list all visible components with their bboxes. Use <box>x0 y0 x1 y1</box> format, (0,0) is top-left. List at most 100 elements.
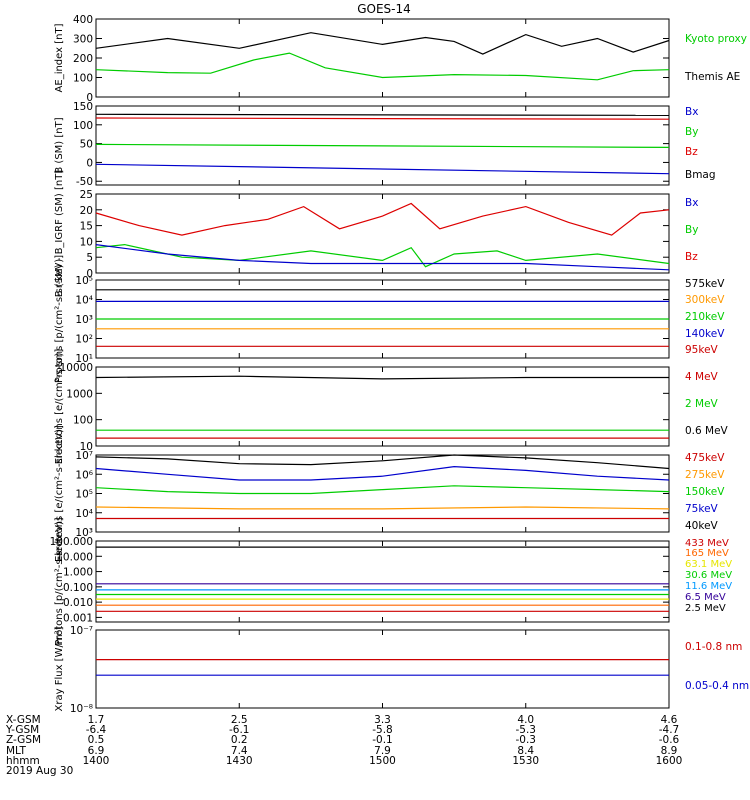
y-axis-label: Protons [p/(cm²-s-sr-keV)] <box>54 517 65 645</box>
y-axis-label: AE_index [nT] <box>54 23 65 92</box>
legend-label: 30.6 MeV <box>685 570 732 581</box>
legend-label: 150keV <box>685 486 725 498</box>
x-tick-value: 2.5 <box>231 714 248 726</box>
legend-label: 4 MeV <box>685 371 719 383</box>
y-tick-label: 0.010 <box>63 597 93 609</box>
x-tick-value: -5.3 <box>516 724 537 736</box>
x-tick-value: 6.9 <box>88 745 105 757</box>
legend-label: 475keV <box>685 452 725 464</box>
legend-label: Bx <box>685 106 698 118</box>
x-row-label: Y-GSM <box>5 724 39 736</box>
legend-label: Bx <box>685 197 698 209</box>
legend-label: 63.1 MeV <box>685 559 732 570</box>
x-tick-value: 7.9 <box>374 745 391 757</box>
y-axis-label: Protons [p/(cm²-s-sr-keV)] <box>54 255 65 383</box>
x-tick-value: -0.3 <box>516 734 537 746</box>
y-tick-label: 10⁻⁷ <box>70 625 93 637</box>
x-tick-value: 7.4 <box>231 745 248 757</box>
y-axis-label: B (SM) - B_IGRF (SM) [nT] <box>54 170 65 298</box>
y-tick-label: 10⁵ <box>75 275 93 287</box>
x-tick-value: 1430 <box>226 755 253 767</box>
panel-frame <box>95 540 670 623</box>
legend-label: 0.6 MeV <box>685 425 729 437</box>
panel-frame <box>95 18 670 98</box>
y-tick-label: 10¹ <box>75 353 93 365</box>
series-line-bz <box>95 202 670 236</box>
x-tick-value: 0.5 <box>88 734 105 746</box>
y-axis-label: B (SM) [nT] <box>54 117 65 173</box>
y-axis-label: Electrons [e/(cm²-s-sr-keV)] <box>54 425 65 562</box>
y-tick-label: 0 <box>86 268 93 280</box>
legend-label: 2.5 MeV <box>685 603 726 614</box>
legend-label: 210keV <box>685 311 725 323</box>
y-tick-label: 10³ <box>75 527 93 539</box>
legend-label: 165 MeV <box>685 548 729 559</box>
y-tick-label: 15 <box>80 221 93 233</box>
y-tick-label: 10³ <box>75 314 93 326</box>
legend-label: 95keV <box>685 344 719 356</box>
x-tick-value: 1.7 <box>88 714 105 726</box>
y-tick-label: 0.100 <box>63 582 93 594</box>
legend-label: Themis AE <box>684 71 740 83</box>
x-tick-value: -0.1 <box>372 734 393 746</box>
x-tick-value: 1500 <box>369 755 396 767</box>
panel-frame <box>95 193 670 274</box>
series-line-by <box>95 143 670 148</box>
x-tick-value: 1530 <box>512 755 539 767</box>
series-line-40kev <box>95 454 670 470</box>
y-tick-label: 10000 <box>60 362 93 374</box>
y-tick-label: 100.000 <box>50 536 93 548</box>
panel-frame <box>95 629 670 709</box>
x-tick-value: -6.1 <box>229 724 250 736</box>
y-tick-label: 0 <box>86 92 93 104</box>
series-line-kyoto-proxy-ae <box>95 52 670 81</box>
x-tick-value: 4.6 <box>661 714 678 726</box>
y-tick-label: -50 <box>76 176 93 188</box>
legend-label: Bz <box>685 146 698 158</box>
series-line-bz <box>95 117 670 120</box>
series-line-275kev <box>95 506 670 510</box>
legend-label: 11.6 MeV <box>685 581 732 592</box>
y-tick-label: 300 <box>73 34 93 46</box>
legend-label: Bz <box>685 251 698 263</box>
x-tick-value: 1400 <box>83 755 110 767</box>
y-tick-label: 10⁶ <box>75 469 93 481</box>
y-tick-label: 100 <box>73 73 93 85</box>
legend-label: Bmag <box>685 169 716 181</box>
x-tick-value: 4.0 <box>517 714 534 726</box>
series-line-by <box>95 243 670 268</box>
y-tick-label: 1.000 <box>63 567 93 579</box>
y-tick-label: 10² <box>75 334 93 346</box>
x-tick-value: 8.9 <box>661 745 678 757</box>
legend-label: 40keV <box>685 520 719 532</box>
legend-label: By <box>685 126 698 138</box>
series-line-themis-ae <box>95 32 670 55</box>
y-tick-label: 10⁴ <box>75 508 93 520</box>
y-tick-label: 100 <box>73 415 93 427</box>
legend-label: Kyoto proxy AE <box>685 33 750 45</box>
y-tick-label: 150 <box>73 101 93 113</box>
legend-label: 575keV <box>685 278 725 290</box>
y-tick-label: 200 <box>73 53 93 65</box>
y-axis-label: Electrons [e/(cm²-s-sr)] <box>54 349 65 465</box>
x-tick-value: -6.4 <box>86 724 107 736</box>
figure-title: GOES-14 <box>357 2 411 16</box>
x-tick-value: 1600 <box>656 755 683 767</box>
x-tick-value: -4.7 <box>659 724 680 736</box>
legend-label: 6.5 MeV <box>685 592 726 603</box>
x-row-label: 2019 Aug 30 <box>6 765 73 777</box>
panel-frame <box>95 454 670 533</box>
panel-8: 10⁻⁸ 10⁻⁷ Xray Flux [W/m²] 0.1-0.8 nm 0.05-0… <box>54 625 749 715</box>
y-tick-label: 10⁴ <box>75 295 93 307</box>
x-row-label: X-GSM <box>6 714 41 726</box>
legend-label: 75keV <box>685 503 719 515</box>
panel-1: 0 100 200 300 400 AE_index [nT] Kyoto proxy AE… <box>54 14 750 104</box>
panel-2: -50 0 50 100 150 B (SM) [nT] Bx By Bz Bmag <box>54 101 716 188</box>
series-line-150kev <box>95 485 670 495</box>
series-line-0-6-mev <box>95 375 669 380</box>
y-tick-label: 20 <box>80 205 93 217</box>
